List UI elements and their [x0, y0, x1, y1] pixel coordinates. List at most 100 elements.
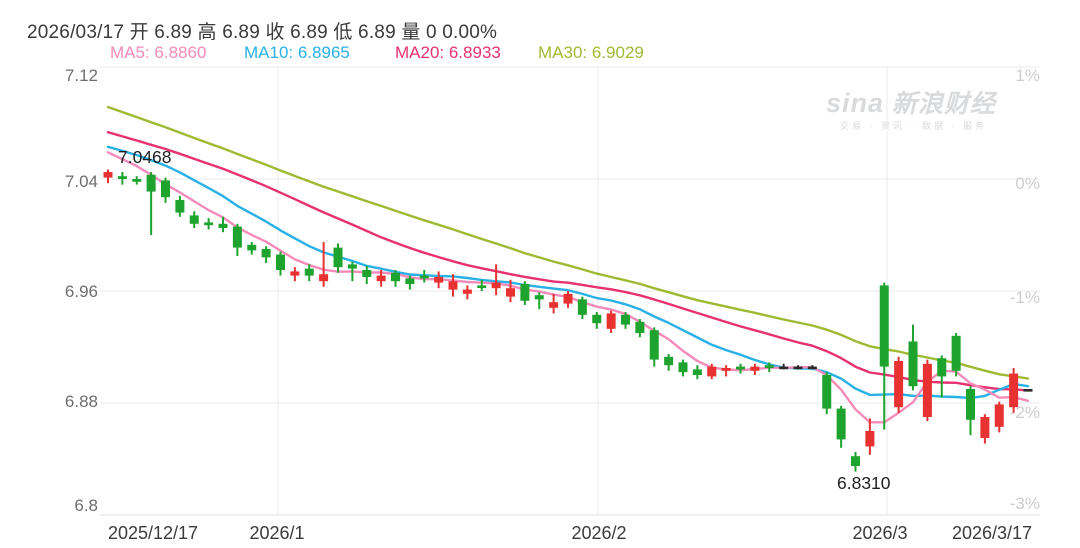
- y-axis-label-right: 1%: [1015, 66, 1040, 85]
- ma10-line: [106, 145, 1030, 400]
- candle[interactable]: [894, 356, 904, 413]
- candle-body: [448, 281, 458, 290]
- candle-body: [261, 249, 271, 258]
- candle-body: [678, 362, 688, 373]
- candle-body: [922, 363, 932, 417]
- candle[interactable]: [937, 355, 947, 398]
- candle[interactable]: [664, 354, 674, 371]
- candle[interactable]: [779, 363, 789, 370]
- candle-body: [347, 264, 357, 269]
- x-axis-label: 2025/12/17: [108, 523, 198, 543]
- candles-layer[interactable]: [103, 169, 1033, 472]
- candle[interactable]: [376, 270, 386, 287]
- candle[interactable]: [462, 285, 472, 300]
- candle-body: [549, 302, 559, 308]
- candle[interactable]: [736, 363, 745, 374]
- candle-body: [204, 222, 214, 226]
- candle[interactable]: [879, 282, 889, 430]
- candle[interactable]: [635, 319, 645, 338]
- candle[interactable]: [290, 267, 300, 282]
- candle[interactable]: [218, 216, 228, 233]
- candle[interactable]: [175, 195, 185, 217]
- candle[interactable]: [922, 359, 932, 422]
- candle[interactable]: [333, 243, 343, 273]
- candle-body: [132, 179, 142, 182]
- candle-body: [534, 295, 544, 300]
- candle[interactable]: [764, 362, 774, 373]
- candle[interactable]: [750, 363, 760, 375]
- candle-body: [649, 330, 659, 360]
- candle[interactable]: [247, 242, 257, 255]
- ohlc-summary: 2026/03/17 开 6.89 高 6.89 收 6.89 低 6.89 量…: [27, 22, 498, 43]
- legend-ma20: MA20: 6.8933: [395, 43, 501, 62]
- candle[interactable]: [563, 291, 573, 308]
- candle-body: [520, 284, 530, 301]
- candle[interactable]: [980, 414, 990, 444]
- candle[interactable]: [491, 264, 501, 296]
- candle[interactable]: [1009, 368, 1019, 413]
- candle[interactable]: [477, 279, 487, 291]
- candle[interactable]: [865, 418, 875, 455]
- candle[interactable]: [577, 296, 587, 319]
- candle[interactable]: [606, 310, 616, 333]
- candle[interactable]: [347, 261, 357, 282]
- candle[interactable]: [721, 365, 731, 377]
- candle[interactable]: [204, 218, 214, 230]
- candle[interactable]: [276, 251, 285, 276]
- candle[interactable]: [132, 176, 142, 185]
- candle[interactable]: [434, 271, 444, 289]
- candle-body: [937, 358, 947, 377]
- candle-body: [506, 288, 515, 297]
- candle[interactable]: [103, 169, 113, 184]
- candle[interactable]: [117, 172, 127, 185]
- candle[interactable]: [549, 293, 559, 314]
- candle[interactable]: [793, 365, 803, 370]
- candle[interactable]: [146, 172, 156, 235]
- candle[interactable]: [908, 324, 918, 391]
- price-annotation: 7.0468: [118, 147, 172, 167]
- ma5-line: [106, 151, 1030, 424]
- candle[interactable]: [189, 211, 199, 228]
- candle-body: [592, 314, 602, 324]
- candle-body: [851, 456, 860, 466]
- candle[interactable]: [621, 312, 630, 329]
- candle[interactable]: [692, 365, 702, 380]
- candle-body: [161, 180, 170, 198]
- candle[interactable]: [304, 264, 314, 282]
- candle-body: [491, 282, 501, 289]
- candle[interactable]: [534, 292, 544, 310]
- candle[interactable]: [807, 365, 817, 370]
- candle[interactable]: [405, 275, 415, 290]
- candle[interactable]: [994, 401, 1004, 433]
- candle[interactable]: [161, 177, 170, 203]
- legend-ma10: MA10: 6.8965: [244, 43, 350, 62]
- candle[interactable]: [678, 359, 688, 377]
- candle-body: [879, 285, 889, 367]
- candle-body: [994, 404, 1004, 427]
- candle[interactable]: [836, 405, 846, 448]
- candle[interactable]: [419, 270, 429, 283]
- candle[interactable]: [232, 223, 242, 256]
- candle[interactable]: [261, 246, 271, 263]
- candle[interactable]: [707, 363, 717, 380]
- candle[interactable]: [822, 372, 832, 415]
- candle[interactable]: [1023, 389, 1033, 392]
- candle[interactable]: [319, 242, 329, 287]
- candle[interactable]: [520, 281, 530, 305]
- candle[interactable]: [951, 333, 961, 377]
- candle-body: [750, 366, 760, 371]
- candle[interactable]: [391, 270, 400, 287]
- candle[interactable]: [649, 327, 659, 367]
- candle-body: [319, 274, 329, 282]
- candle[interactable]: [966, 386, 975, 436]
- candle[interactable]: [506, 279, 515, 303]
- candle[interactable]: [851, 452, 860, 472]
- candle[interactable]: [448, 274, 458, 297]
- candle-body: [146, 174, 156, 192]
- candle-body: [779, 366, 789, 370]
- candle-body: [1023, 389, 1033, 392]
- candle[interactable]: [592, 312, 602, 329]
- candle[interactable]: [362, 265, 372, 284]
